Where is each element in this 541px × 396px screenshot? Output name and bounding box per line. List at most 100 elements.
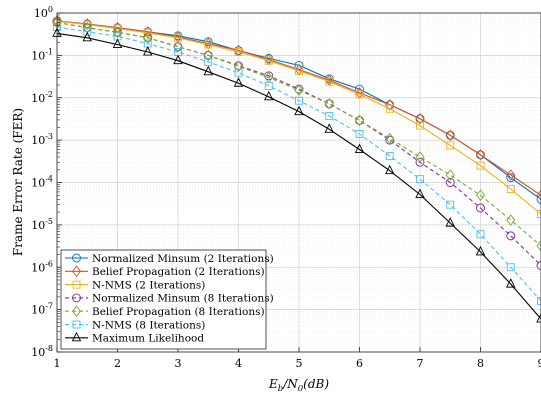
- data-point: [446, 141, 455, 150]
- data-point: [445, 217, 455, 227]
- data-point: [445, 169, 455, 181]
- data-point: [264, 71, 274, 81]
- x-tick-label: 8: [477, 357, 484, 370]
- data-point: [446, 200, 455, 209]
- y-tick-labels: 100 10-1 10-2 10-3 10-4 10-5 10-6 10-7 10-8: [31, 5, 53, 359]
- series-line: [56, 20, 541, 196]
- data-point: [203, 37, 213, 47]
- legend-marker: [71, 265, 82, 278]
- data-point: [83, 27, 92, 36]
- data-point: [295, 66, 303, 75]
- data-point: [203, 49, 213, 62]
- data-point: [415, 151, 425, 163]
- legend: Normalized Minsum (2 Iterations)Belief P…: [60, 249, 274, 350]
- series-7: [52, 27, 541, 323]
- data-point: [355, 90, 364, 99]
- data-point: [113, 24, 122, 33]
- legend-box: [60, 249, 267, 350]
- legend-label: Belief Propagation (8 Iterations): [92, 306, 265, 318]
- legend-marker: [72, 293, 81, 303]
- series-5: [52, 16, 541, 252]
- x-tick-label: 5: [296, 357, 303, 370]
- data-point: [536, 189, 541, 201]
- legend-marker: [72, 280, 81, 289]
- legend-label: Belief Propagation (2 Iterations): [92, 266, 265, 278]
- tick-marks: [56, 12, 541, 353]
- x-tick-label: 4: [235, 357, 242, 370]
- y-tick-label: 10-2: [31, 90, 53, 105]
- legend-marker: [72, 253, 81, 263]
- x-tick-labels: 1 2 3 4 5 6 7 8 9: [54, 357, 541, 370]
- y-tick-label: 10-6: [31, 259, 53, 274]
- series-line: [56, 21, 541, 266]
- data-point: [355, 129, 364, 138]
- data-point: [82, 31, 92, 42]
- x-axis-title: Eb/N0(dB): [268, 377, 329, 394]
- data-point: [385, 135, 395, 145]
- y-tick-label: 10-3: [31, 132, 53, 147]
- legend-label: N-NMS (2 Iterations): [92, 279, 205, 291]
- data-point: [264, 56, 273, 65]
- data-point: [475, 245, 486, 256]
- x-tick-label: 1: [54, 357, 61, 370]
- data-point: [536, 194, 541, 204]
- data-point: [475, 149, 486, 161]
- y-tick-label: 100: [34, 5, 53, 20]
- data-point: [506, 214, 516, 226]
- data-point: [506, 278, 516, 288]
- data-point: [112, 26, 123, 39]
- legend-label: Normalized Minsum (8 Iterations): [92, 293, 274, 305]
- data-point: [203, 65, 213, 76]
- data-point: [233, 60, 244, 73]
- series-6: [53, 22, 541, 305]
- y-tick-label: 10-5: [31, 217, 53, 232]
- y-tick-label: 10-4: [31, 175, 53, 190]
- x-tick-label: 3: [175, 357, 182, 370]
- legend-label: N-NMS (8 Iterations): [92, 319, 205, 331]
- data-point: [537, 297, 541, 305]
- data-point: [294, 84, 304, 97]
- data-point: [143, 32, 153, 44]
- data-point: [506, 169, 516, 181]
- data-point: [476, 203, 485, 213]
- data-point: [415, 157, 425, 167]
- y-tick-label: 10-8: [31, 344, 53, 359]
- legend-label: Normalized Minsum (2 Iterations): [92, 253, 274, 265]
- data-point: [294, 105, 304, 116]
- data-point: [204, 40, 213, 49]
- series-3: [53, 17, 541, 219]
- data-point: [234, 68, 243, 77]
- data-point: [476, 230, 485, 239]
- data-point: [234, 48, 243, 56]
- y-tick-label: 10-1: [31, 47, 53, 62]
- data-point: [385, 152, 394, 161]
- data-point: [536, 261, 541, 270]
- x-tick-label: 2: [114, 357, 121, 370]
- data-point: [476, 161, 485, 170]
- data-point: [536, 240, 541, 252]
- series-line: [56, 26, 541, 302]
- legend-marker: [71, 331, 82, 342]
- data-point: [173, 41, 183, 53]
- data-point: [203, 37, 213, 50]
- legend-marker: [71, 305, 82, 317]
- data-point: [506, 231, 516, 241]
- data-point: [324, 123, 334, 133]
- data-point: [354, 114, 365, 127]
- data-point: [325, 77, 334, 86]
- x-tick-label: 9: [538, 357, 541, 370]
- series-layer: [52, 15, 541, 323]
- data-point: [415, 188, 425, 198]
- data-point: [324, 98, 334, 110]
- data-point: [445, 129, 455, 142]
- data-point: [204, 57, 213, 66]
- data-point: [385, 164, 395, 175]
- data-point: [445, 178, 455, 187]
- legend-marker: [72, 320, 81, 329]
- data-point: [536, 313, 541, 323]
- data-point: [385, 104, 394, 113]
- data-point: [233, 77, 244, 87]
- x-tick-label: 7: [417, 357, 424, 370]
- data-point: [295, 96, 303, 105]
- data-point: [264, 81, 273, 90]
